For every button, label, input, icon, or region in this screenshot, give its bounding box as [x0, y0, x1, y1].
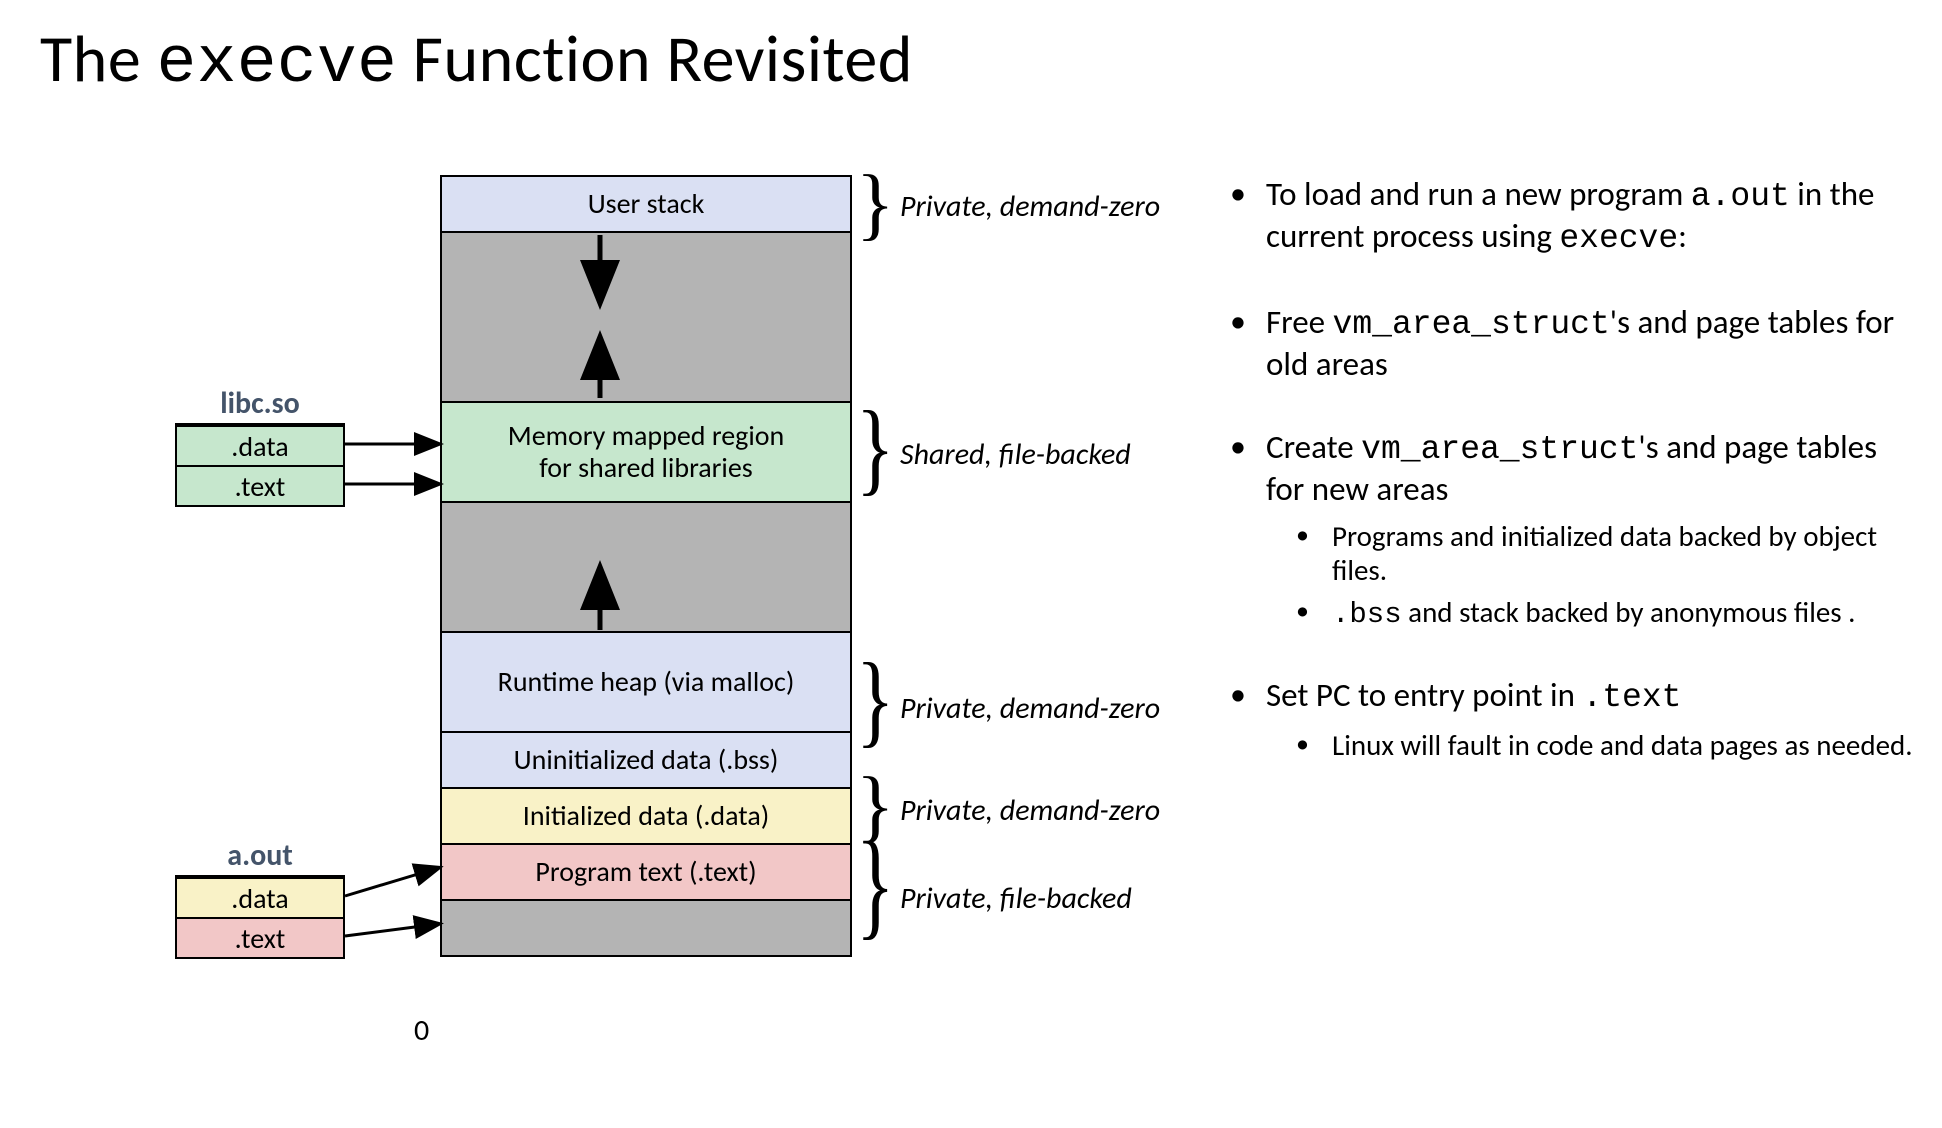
annotation-a1: Private, demand-zero — [900, 188, 1160, 225]
text-run: : — [1678, 216, 1687, 256]
mem-seg-bss: Uninitialized data (.bss) — [442, 731, 850, 787]
filebox-aout: a.out .data.text — [175, 875, 345, 959]
annotation-a5: Private, file-backed — [900, 880, 1132, 917]
text-run: To load and run a new program — [1266, 174, 1691, 214]
mem-seg-label: User stack — [588, 188, 705, 220]
sub-bullet-item: Programs and initialized data backed by … — [1296, 519, 1920, 587]
mem-seg-label: Memory mapped region — [508, 420, 785, 452]
filebox-libc-caption: libc.so — [177, 385, 343, 422]
mem-seg-gap2 — [442, 501, 850, 631]
mem-seg-text: Program text (.text) — [442, 843, 850, 899]
mem-seg-data: Initialized data (.data) — [442, 787, 850, 843]
text-run: .bss — [1332, 598, 1402, 631]
mem-seg-stack: User stack — [442, 177, 850, 231]
text-run: ' — [1610, 302, 1617, 342]
text-run: Programs and initialized data backed by … — [1332, 518, 1877, 588]
brace-datatxt: } — [856, 825, 894, 945]
text-run: execve — [1559, 220, 1678, 257]
text-run: a.out — [1691, 178, 1790, 215]
text-run: and stack backed by anonymous files . — [1402, 594, 1856, 630]
sub-list: Programs and initialized data backed by … — [1266, 519, 1920, 633]
annotation-a4: Private, demand-zero — [900, 792, 1160, 829]
mem-seg-gap1 — [442, 231, 850, 401]
mem-seg-heap: Runtime heap (via malloc) — [442, 631, 850, 731]
text-run: vm_area_struct — [1333, 306, 1610, 343]
annotation-a3: Private, demand-zero — [900, 690, 1160, 727]
mem-seg-label: for shared libraries — [539, 452, 753, 484]
memory-column: User stack Memory mapped regionfor shared… — [440, 175, 852, 957]
mem-seg-label: Runtime heap (via malloc) — [498, 666, 795, 698]
filebox-row: .text — [177, 465, 343, 505]
sub-list: Linux will fault in code and data pages … — [1266, 728, 1920, 762]
title-pre: The — [40, 18, 157, 99]
mem-seg-bottom — [442, 899, 850, 955]
text-run: Linux will fault in code and data pages … — [1332, 727, 1913, 763]
bullet-item: Set PC to entry point in .text Linux will… — [1230, 676, 1920, 762]
filebox-row: .text — [177, 917, 343, 957]
page-title: The execve Function Revisited — [40, 18, 913, 101]
annotation-a2: Shared, file-backed — [900, 436, 1131, 473]
filebox-aout-caption: a.out — [177, 837, 343, 874]
text-run: Set PC to entry point in — [1266, 675, 1582, 715]
sub-bullet-item: Linux will fault in code and data pages … — [1296, 728, 1920, 762]
brace-heap: } — [856, 648, 894, 752]
brace-shlib: } — [856, 396, 894, 500]
text-run: Create — [1266, 427, 1361, 467]
filebox-row: .data — [177, 425, 343, 465]
mem-seg-label: Program text (.text) — [535, 856, 756, 888]
title-post: Function Revisited — [397, 18, 913, 99]
bullet-item: Create vm_area_struct's and page tables … — [1230, 428, 1920, 633]
title-code: execve — [157, 26, 398, 101]
text-run: ' — [1638, 427, 1645, 467]
filebox-row: .data — [177, 877, 343, 917]
bullet-item: To load and run a new program a.out in t… — [1230, 175, 1920, 259]
text-run: vm_area_struct — [1361, 431, 1638, 468]
mem-seg-label: Uninitialized data (.bss) — [514, 744, 779, 776]
brace-stack: } — [856, 164, 894, 244]
filebox-libc: libc.so .data.text — [175, 423, 345, 507]
text-run: Free — [1266, 302, 1333, 342]
mem-seg-label: Initialized data (.data) — [523, 800, 769, 832]
zero-label: 0 — [414, 1012, 429, 1049]
text-run: .text — [1582, 679, 1681, 716]
mem-seg-shlib: Memory mapped regionfor shared libraries — [442, 401, 850, 501]
bullet-item: Free vm_area_struct's and page tables fo… — [1230, 303, 1920, 384]
bullet-list: To load and run a new program a.out in t… — [1230, 175, 1920, 806]
sub-bullet-item: .bss and stack backed by anonymous files… — [1296, 595, 1920, 632]
